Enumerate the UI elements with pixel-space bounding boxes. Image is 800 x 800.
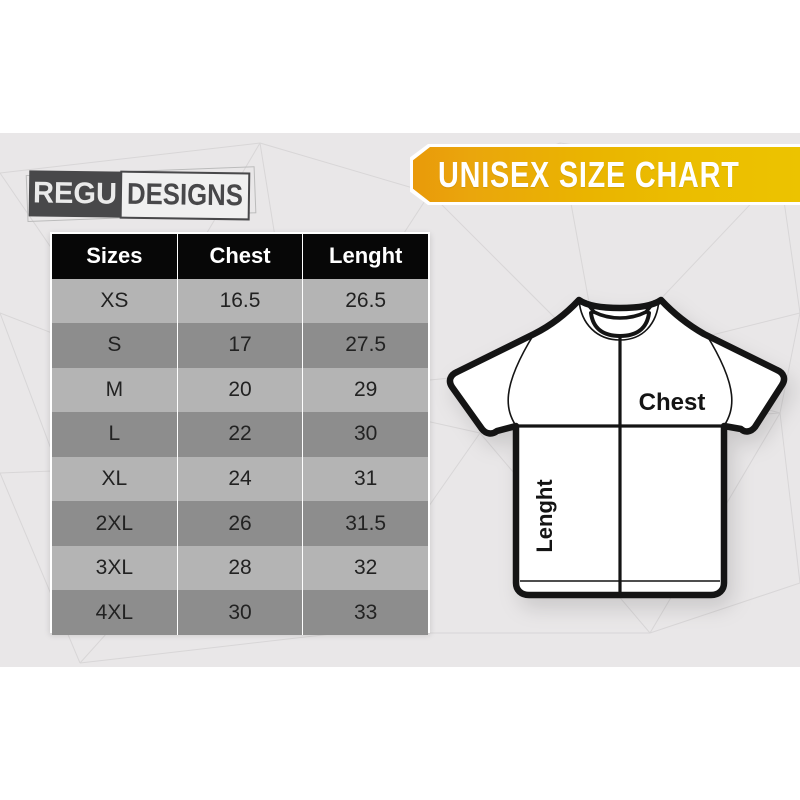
svg-text:DESIGNS: DESIGNS (127, 178, 243, 213)
svg-text:Lenght: Lenght (532, 479, 557, 553)
svg-text:REGU: REGU (33, 176, 117, 210)
svg-text:Chest: Chest (639, 389, 706, 416)
